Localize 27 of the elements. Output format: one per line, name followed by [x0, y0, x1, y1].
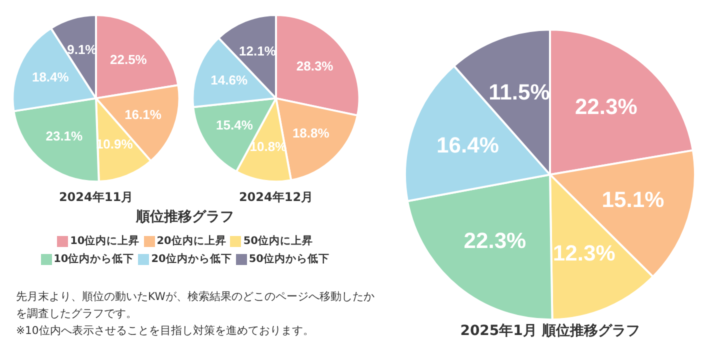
legend-label: 20位内から低下: [150, 252, 232, 266]
text: 先月末より、順位の動いたKWが、検索結果のどこのページへ移動したかを調査したグラフです。: [16, 289, 376, 322]
data-label: 15.4%: [216, 118, 254, 133]
data-label: 22.3%: [574, 94, 638, 120]
data-label: 14.6%: [210, 72, 248, 88]
data-label: 12.1%: [239, 43, 276, 58]
data-label: 11.5%: [488, 79, 550, 104]
data-label: 22.5%: [110, 52, 148, 67]
data-label: 15.1%: [602, 186, 664, 212]
data-label: 18.4%: [32, 69, 70, 84]
legend-label: 10位内に上昇: [69, 234, 140, 248]
text: 2024年12月: [238, 190, 314, 204]
data-label: 22.3%: [464, 228, 526, 254]
legend-label: 20位内に上昇: [156, 234, 226, 248]
legend-label: 10位内から低下: [52, 252, 134, 266]
data-label: 12.3%: [552, 240, 616, 266]
data-label: 28.3%: [296, 58, 334, 74]
data-label: 16.4%: [436, 132, 499, 158]
text: ※10位内へ表示させることを目指し対策を進めております。: [16, 323, 315, 339]
legend-title: 順位推移グラフ: [134, 208, 235, 226]
data-label: 23.1%: [46, 128, 84, 144]
data-label: 18.8%: [292, 126, 330, 141]
text: 2024年11月: [58, 190, 134, 204]
legend-label: 50位内に上昇: [242, 234, 313, 248]
text: 2025年1月 順位推移グラフ: [460, 323, 640, 340]
legend-label: 50位内から低下: [248, 252, 330, 266]
data-label: 16.1%: [124, 106, 162, 122]
